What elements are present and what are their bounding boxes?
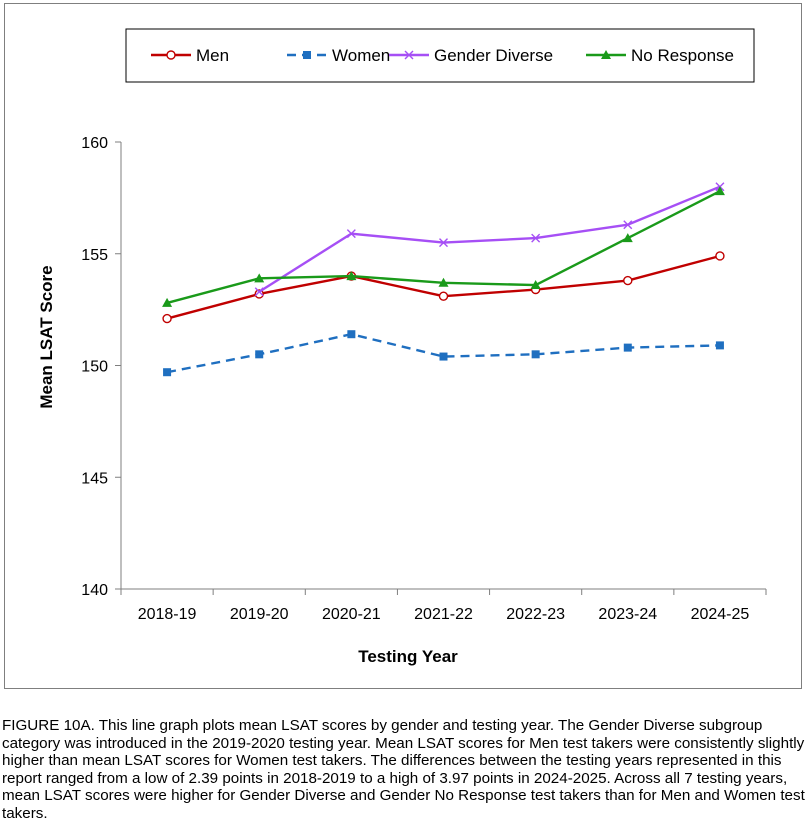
data-point-no-response — [162, 297, 173, 307]
legend-box — [125, 28, 755, 83]
legend-marker-no-response — [601, 50, 611, 59]
data-point-women — [623, 343, 632, 352]
series-no-response — [162, 186, 725, 307]
legend-marker-gender-diverse — [404, 50, 414, 60]
data-point-gender-diverse — [346, 229, 356, 239]
data-point-men — [254, 289, 264, 299]
data-point-women — [347, 330, 356, 339]
data-point-men — [715, 251, 725, 261]
line-chart: Men Women Gender Diverse No Response 140 145… — [37, 28, 767, 666]
data-point-gender-diverse — [623, 220, 633, 230]
x-axis-title: Testing Year — [358, 647, 458, 666]
legend: Men Women Gender Diverse No Response — [151, 46, 734, 65]
data-point-no-response — [622, 233, 633, 243]
legend-marker-men — [166, 50, 176, 60]
x-tick-label: 2022-23 — [506, 606, 565, 623]
data-point-women — [531, 350, 540, 359]
data-point-men — [162, 313, 172, 324]
series-line-gender-diverse — [258, 185, 721, 293]
data-point-no-response — [346, 271, 357, 281]
series-men — [162, 251, 725, 324]
data-point-women — [439, 352, 448, 361]
y-tick-label: 150 — [81, 359, 108, 376]
y-tick-label: 160 — [81, 135, 108, 152]
legend-item-gender-diverse: Gender Diverse — [389, 46, 553, 65]
legend-label-women: Women — [332, 46, 390, 65]
legend-item-women: Women — [287, 46, 390, 65]
data-point-no-response — [438, 277, 449, 287]
series-line-men — [166, 254, 721, 320]
legend-label-no-response: No Response — [631, 46, 734, 65]
x-tick-label: 2020-21 — [322, 606, 381, 623]
data-point-no-response — [714, 186, 725, 196]
x-tick-label: 2021-22 — [414, 606, 473, 623]
series-layer — [162, 182, 725, 377]
data-point-no-response — [254, 273, 265, 283]
y-tick-label: 140 — [81, 582, 108, 599]
data-point-women — [163, 368, 172, 377]
y-tick-label: 145 — [81, 470, 108, 487]
data-point-men — [623, 275, 633, 286]
x-tick-label: 2018-19 — [138, 606, 197, 623]
data-point-gender-diverse — [254, 287, 264, 297]
y-tick-label: 155 — [81, 247, 108, 264]
legend-label-men: Men — [196, 46, 229, 65]
data-point-gender-diverse — [531, 233, 541, 243]
series-gender-diverse — [254, 182, 725, 297]
data-point-women — [255, 350, 264, 359]
x-tick-label: 2023-24 — [598, 606, 657, 623]
x-tick-label: 2024-25 — [691, 606, 750, 623]
series-women — [163, 330, 724, 377]
axes: 140 145 150 155 160 2018-19 2019-20 2020-21 2021… — [81, 135, 767, 623]
y-axis-title: Mean LSAT Score — [37, 265, 56, 408]
data-point-no-response — [530, 280, 541, 290]
data-point-women — [715, 341, 724, 350]
legend-marker-women — [303, 51, 311, 59]
data-point-gender-diverse — [439, 238, 448, 248]
legend-item-men: Men — [151, 46, 229, 65]
figure-caption: FIGURE 10A. This line graph plots mean L… — [2, 717, 805, 822]
data-point-men — [438, 291, 449, 301]
x-tick-label: 2019-20 — [230, 606, 289, 623]
legend-label-gender-diverse: Gender Diverse — [434, 46, 553, 65]
legend-item-no-response: No Response — [586, 46, 734, 65]
chart-frame: Men Women Gender Diverse No Response 140 145… — [4, 3, 802, 689]
